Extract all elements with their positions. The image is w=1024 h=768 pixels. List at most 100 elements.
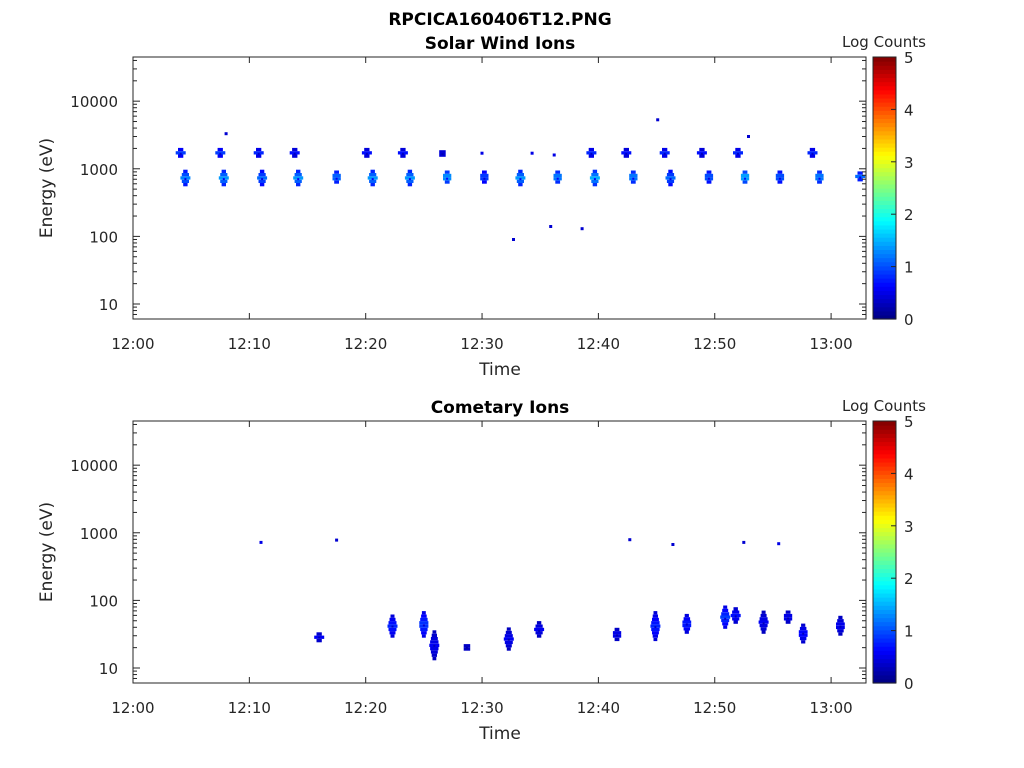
- colorbar-segment: [873, 646, 896, 651]
- colorbar-segment: [873, 535, 896, 541]
- colorbar-tick-label: 2: [904, 570, 914, 588]
- energy-bin: [538, 629, 541, 632]
- energy-bin: [777, 180, 783, 184]
- colorbar-segment: [873, 224, 896, 230]
- colorbar-segment: [873, 511, 896, 516]
- ion-cluster: [387, 614, 398, 638]
- y-tick-label: 10: [99, 660, 118, 678]
- colorbar-segment: [873, 531, 896, 537]
- energy-bin: [184, 178, 187, 181]
- colorbar-segment: [873, 278, 896, 283]
- energy-bin: [465, 646, 468, 649]
- energy-bin: [799, 636, 807, 641]
- energy-bin: [632, 177, 635, 180]
- energy-bin: [446, 177, 449, 180]
- energy-bin: [721, 612, 730, 616]
- energy-bin: [183, 169, 188, 173]
- energy-bin: [316, 639, 322, 643]
- ion-cluster: [704, 170, 714, 184]
- energy-bin: [389, 631, 396, 635]
- energy-bin: [802, 632, 805, 635]
- colorbar-segment: [873, 298, 896, 304]
- colorbar-segment: [873, 539, 896, 545]
- ion-cluster: [659, 147, 670, 158]
- energy-bin: [431, 653, 437, 657]
- energy-bin: [482, 170, 487, 174]
- ion-cluster: [215, 147, 226, 158]
- ion-cluster: [740, 170, 750, 184]
- energy-bin: [809, 154, 816, 158]
- ion-cluster: [429, 630, 440, 661]
- solar-wind-spectrogram: [175, 118, 866, 241]
- y-tick-label: 100: [89, 592, 118, 610]
- energy-bin: [534, 627, 545, 632]
- energy-bin: [335, 177, 338, 180]
- colorbar-segment: [873, 85, 896, 91]
- colorbar-segment: [873, 200, 896, 205]
- energy-bin: [179, 152, 182, 155]
- energy-bin: [506, 627, 511, 631]
- colorbar-segment: [873, 175, 896, 181]
- energy-bin: [257, 176, 268, 180]
- colorbar-segment: [873, 441, 896, 447]
- energy-bin: [259, 183, 265, 187]
- energy-bin: [699, 154, 705, 158]
- energy-bin: [733, 151, 743, 155]
- energy-bin: [737, 152, 739, 155]
- energy-bin: [704, 173, 714, 178]
- solar-wind-x-axis: 12:00 12:10 12:20 12:30 12:40 12:50 13:00: [111, 57, 853, 353]
- ion-count-point: [259, 540, 263, 544]
- colorbar-segment: [873, 212, 896, 218]
- colorbar-segment: [873, 445, 896, 451]
- ion-cluster: [293, 169, 304, 187]
- energy-bin: [762, 622, 765, 625]
- energy-bin: [388, 627, 397, 632]
- energy-bin: [369, 179, 377, 183]
- energy-bin: [614, 627, 620, 632]
- ion-cluster: [650, 611, 661, 642]
- energy-bin: [666, 173, 675, 177]
- ion-cluster: [180, 169, 191, 187]
- colorbar-segment: [873, 421, 896, 426]
- solar-wind-colorbar-label: Log Counts: [842, 33, 926, 51]
- ion-cluster: [553, 170, 562, 184]
- energy-bin: [654, 626, 657, 629]
- energy-bin: [334, 170, 339, 174]
- energy-bin: [420, 617, 428, 622]
- energy-bin: [777, 170, 783, 174]
- energy-bin: [364, 154, 370, 158]
- colorbar-segment: [873, 126, 896, 132]
- energy-bin: [431, 633, 437, 637]
- energy-bin: [707, 177, 710, 180]
- cometary-x-axis: 12:00 12:10 12:20 12:30 12:40 12:50 13:00: [111, 421, 853, 717]
- energy-bin: [507, 638, 510, 641]
- y-tick-label: 100: [89, 228, 118, 246]
- colorbar-segment: [873, 155, 896, 160]
- colorbar-segment: [873, 576, 896, 582]
- energy-bin: [798, 633, 808, 637]
- colorbar-segment: [873, 560, 896, 565]
- energy-bin: [614, 637, 620, 642]
- x-tick-label: 13:00: [809, 699, 852, 717]
- colorbar-segment: [873, 163, 896, 169]
- colorbar-segment: [873, 425, 896, 430]
- energy-bin: [682, 620, 692, 624]
- energy-bin: [799, 626, 807, 631]
- colorbar-segment: [873, 527, 896, 533]
- colorbar-segment: [873, 597, 896, 602]
- energy-bin: [733, 607, 738, 611]
- ion-cluster: [621, 147, 632, 158]
- energy-bin: [722, 622, 729, 626]
- energy-bin: [778, 177, 781, 180]
- solar-wind-colorbar: 0 1 2 3 4 5: [872, 49, 914, 329]
- energy-bin: [857, 178, 863, 182]
- energy-bin: [404, 176, 415, 180]
- energy-bin: [837, 629, 844, 633]
- colorbar-segment: [873, 130, 896, 136]
- cometary-y-axis: 10 100 1000 10000: [70, 423, 866, 684]
- energy-bin: [536, 634, 542, 638]
- ion-cluster: [397, 147, 408, 158]
- energy-bin: [296, 169, 301, 173]
- colorbar-segment: [873, 461, 896, 467]
- energy-bin: [259, 169, 265, 173]
